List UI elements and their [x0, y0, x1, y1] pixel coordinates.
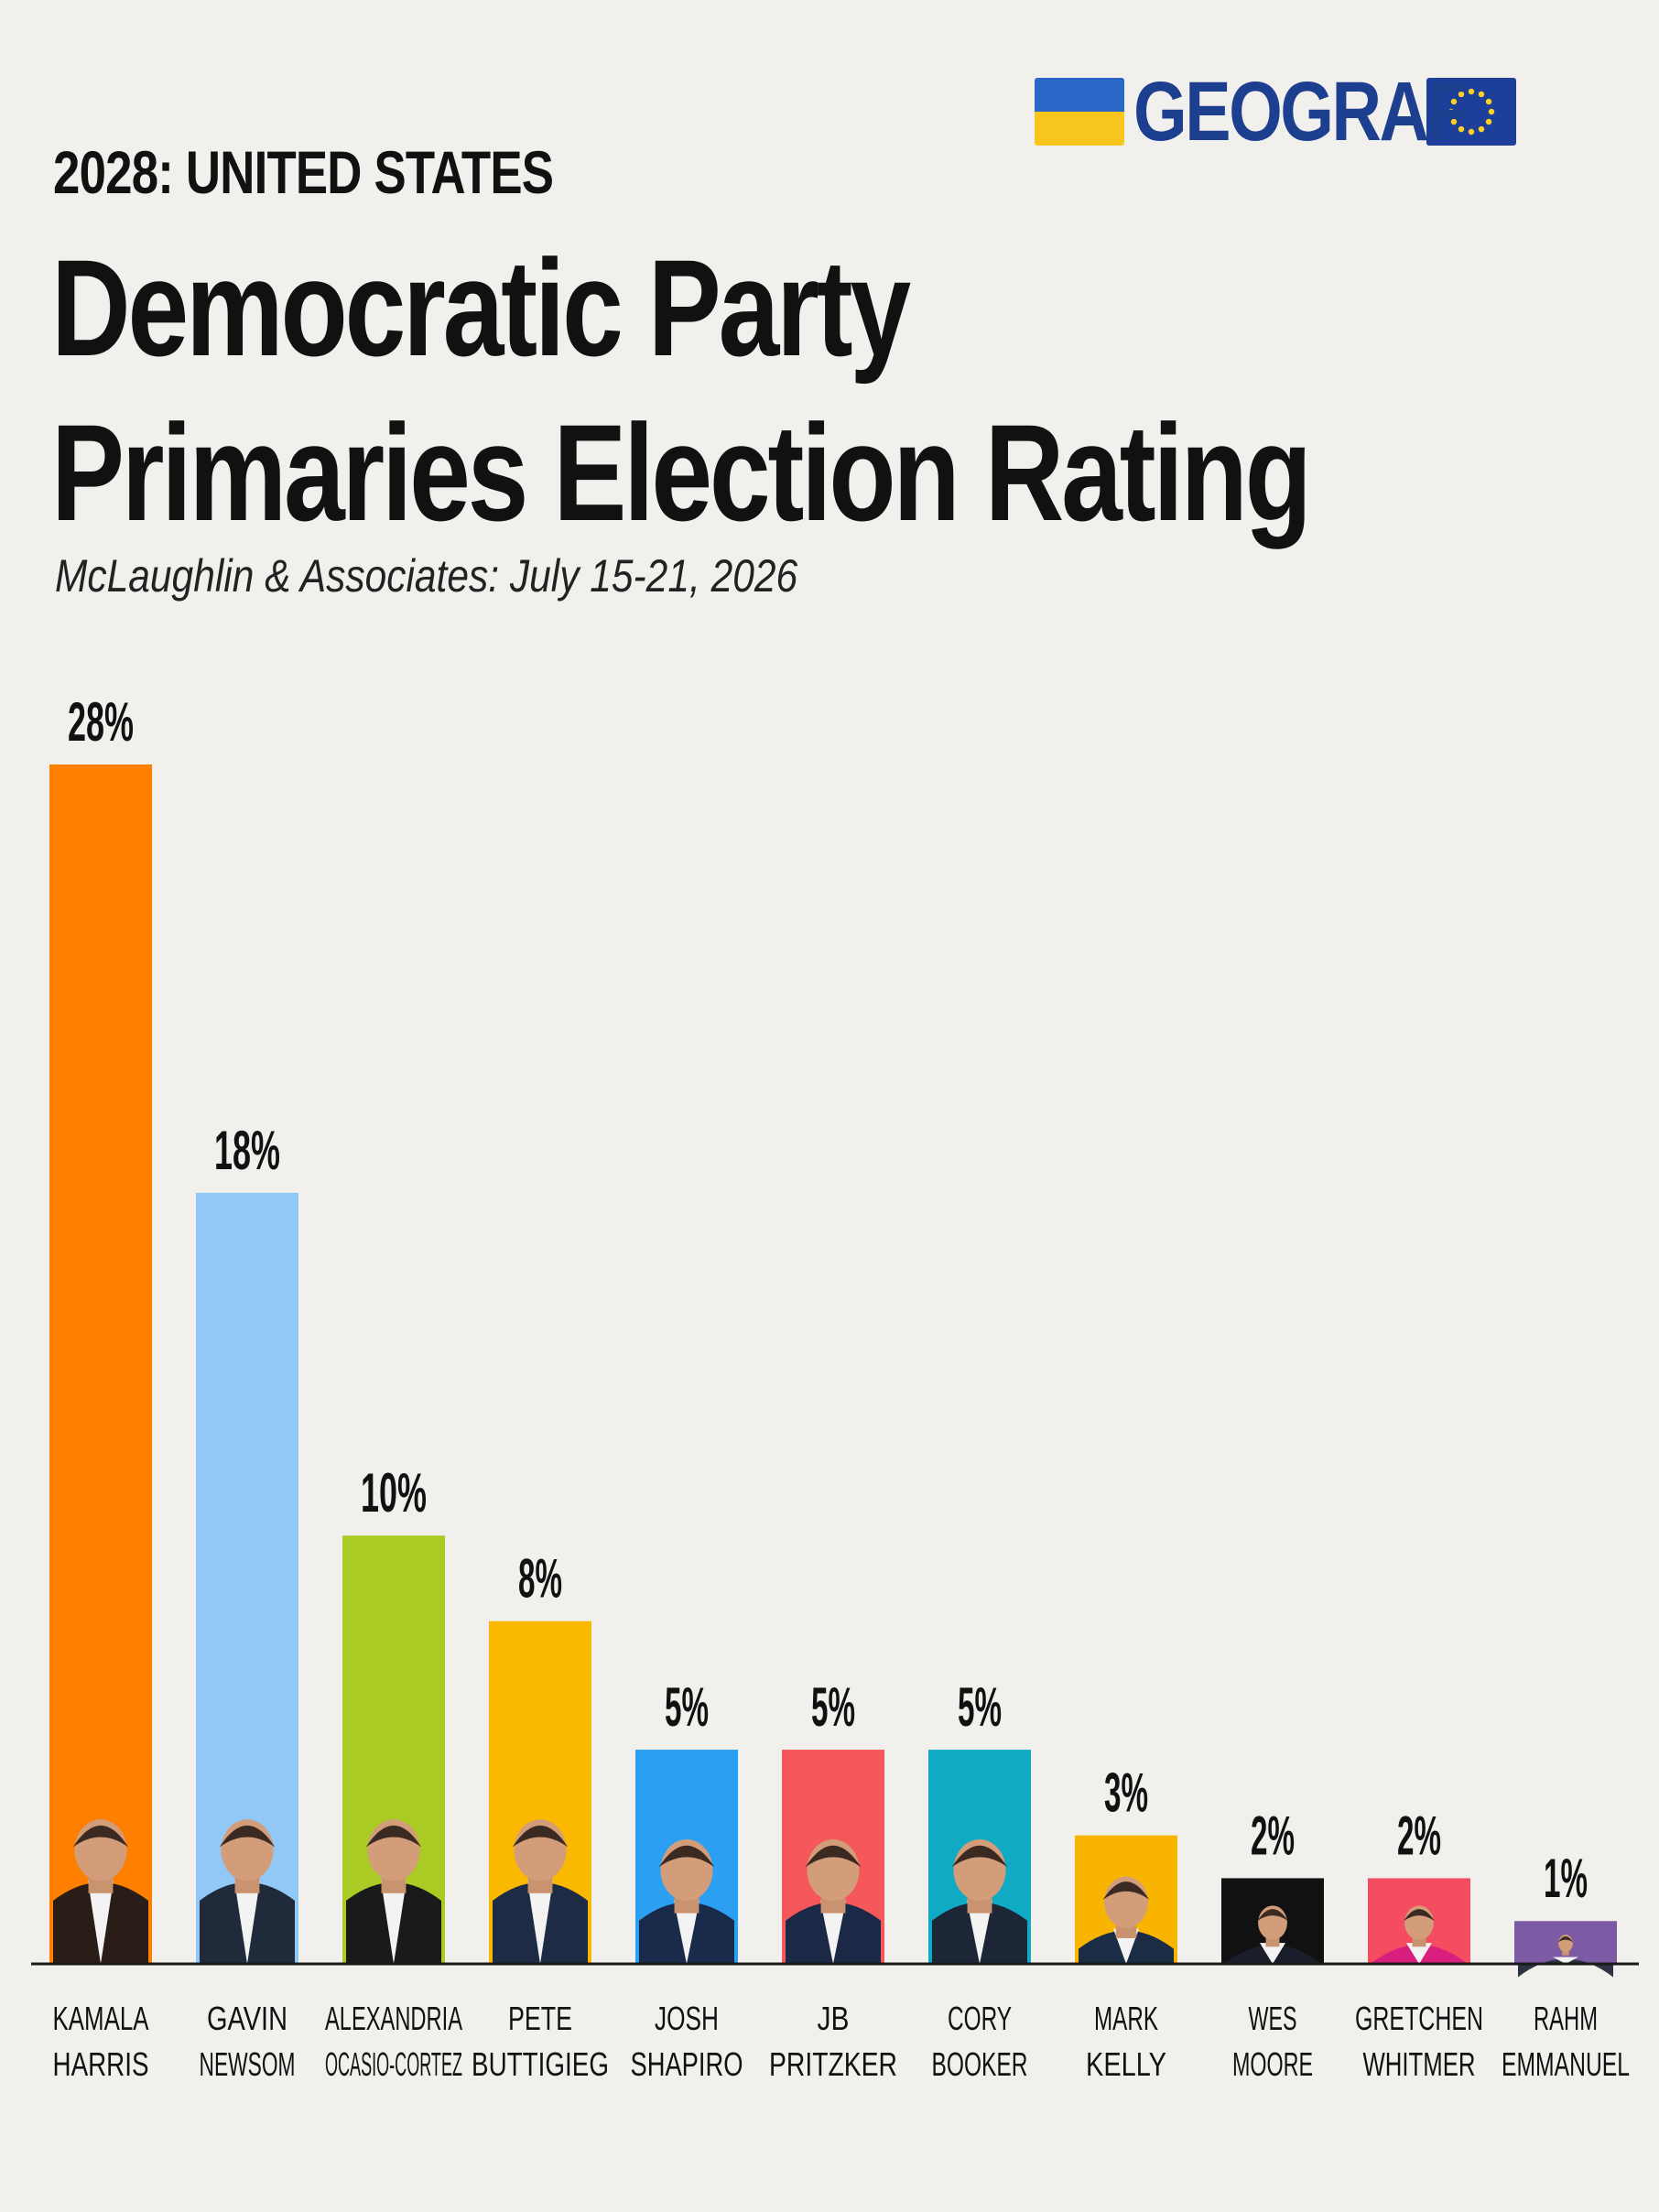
candidate-hair [658, 1845, 715, 1868]
bar-value-label: 18% [214, 1120, 280, 1181]
candidate-photo-icon [1372, 1905, 1467, 1964]
candidate-shirt [1260, 1943, 1285, 1964]
candidate-hair [219, 1825, 276, 1848]
category-label: SHAPIRO [631, 2045, 743, 2083]
bar-value-label: 3% [1104, 1762, 1148, 1824]
candidate-photo-icon [493, 1819, 588, 1964]
candidate-photo-icon [53, 1819, 148, 1964]
candidate-photo-icon [786, 1839, 881, 1964]
candidate-shirt [381, 1881, 407, 1964]
candidate-hair [951, 1845, 1008, 1868]
bar-value-label: 1% [1544, 1848, 1588, 1909]
ukraine-flag-icon [1035, 78, 1124, 146]
candidate-hair [72, 1825, 129, 1848]
category-label: BOOKER [932, 2045, 1028, 2083]
candidate-hair [512, 1825, 569, 1848]
candidate-shirt [234, 1881, 260, 1964]
candidate-photo-icon [1225, 1905, 1320, 1964]
category-label: PRITZKER [769, 2045, 897, 2083]
candidate-photo-icon [1079, 1876, 1174, 1964]
candidate-hair [1557, 1936, 1574, 1943]
candidate-photo-icon [639, 1839, 734, 1964]
bar-value-label: 5% [811, 1676, 855, 1738]
candidate-shirt [967, 1900, 992, 1964]
category-label: KELLY [1086, 2045, 1166, 2083]
brand-logo: GEOGRAF [1035, 66, 1516, 157]
category-label: HARRIS [53, 2045, 149, 2083]
bar-value-label: 2% [1397, 1805, 1441, 1866]
candidate-hair [805, 1845, 862, 1868]
category-label: WES [1249, 2000, 1297, 2037]
eu-flag-icon [1426, 78, 1516, 146]
candidate-shirt [674, 1900, 699, 1964]
category-label: CORY [948, 2000, 1012, 2037]
bar-value-label: 10% [361, 1462, 427, 1523]
bar-value-label: 5% [958, 1676, 1002, 1738]
category-label: MARK [1094, 2000, 1158, 2037]
category-label: JOSH [655, 2000, 719, 2037]
category-label: OCASIO-CORTEZ [325, 2045, 462, 2083]
title-line-1: Democratic Party [51, 231, 911, 385]
candidate-shirt [527, 1881, 553, 1964]
candidate-hair [365, 1825, 422, 1848]
category-label: GAVIN [207, 2000, 287, 2037]
bar-value-label: 2% [1251, 1805, 1295, 1866]
category-label: WHITMER [1363, 2045, 1476, 2083]
category-label: GRETCHEN [1355, 2000, 1483, 2037]
page-title: Democratic Party Primaries Election Rati… [51, 225, 1312, 555]
candidate-shirt [1553, 1957, 1578, 1964]
candidate-photo-icon [346, 1819, 441, 1964]
subtitle-source: McLaughlin & Associates: July 15-21, 202… [55, 550, 798, 602]
candidate-hair [1404, 1909, 1435, 1922]
category-label: KAMALA [53, 2000, 149, 2037]
category-label: ALEXANDRIA [325, 2000, 462, 2037]
candidate-hair [1102, 1881, 1150, 1900]
bar [49, 764, 152, 1964]
candidate-photo-icon [932, 1839, 1027, 1964]
category-label: NEWSOM [200, 2045, 296, 2083]
category-label: PETE [508, 2000, 572, 2037]
category-label: EMMANUEL [1502, 2045, 1630, 2083]
candidate-photo-icon [200, 1819, 295, 1964]
candidate-hair [1257, 1909, 1288, 1922]
bar-value-label: 5% [665, 1676, 709, 1738]
candidate-shirt [1406, 1943, 1432, 1964]
title-line-2: Primaries Election Rating [51, 396, 1312, 549]
eyebrow-label: 2028: UNITED STATES [53, 138, 554, 206]
category-label: JB [818, 2000, 850, 2037]
bar-value-label: 8% [518, 1548, 562, 1610]
candidate-shirt [88, 1881, 114, 1964]
category-label: MOORE [1232, 2045, 1313, 2083]
bar-value-label: 28% [68, 691, 134, 753]
category-label: BUTTIGIEG [472, 2045, 609, 2083]
category-label: RAHM [1534, 2000, 1598, 2037]
candidate-shirt [820, 1900, 846, 1964]
